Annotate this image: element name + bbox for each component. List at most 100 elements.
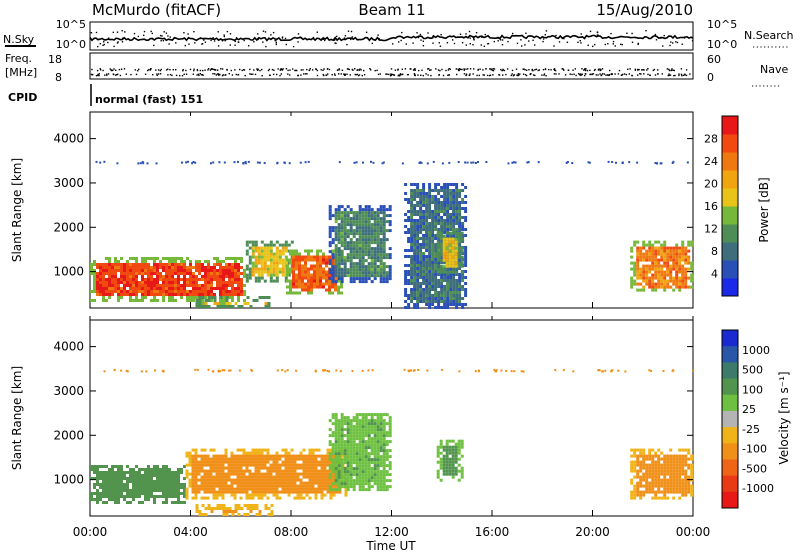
heatmap-cell [197, 463, 201, 467]
heatmap-cell [302, 469, 306, 473]
freq-point [257, 68, 259, 71]
heatmap-cell [437, 216, 441, 219]
nave-point [517, 73, 519, 75]
y-tick-label: 1000 [53, 265, 84, 279]
heatmap-cell [326, 475, 330, 479]
heatmap-cell [404, 282, 408, 285]
heatmap-cell [165, 477, 168, 480]
nsearch-point [401, 31, 403, 34]
heatmap-cell [114, 278, 117, 281]
heatmap-cell [251, 478, 255, 482]
heatmap-cell [422, 228, 426, 231]
heatmap-cell [195, 293, 198, 296]
heatmap-cell [457, 231, 461, 235]
nave-point [334, 74, 336, 76]
heatmap-cell [340, 440, 344, 444]
heatmap-cell [376, 488, 380, 492]
heatmap-cell [296, 466, 300, 470]
heatmap-cell [660, 246, 664, 250]
heatmap-cell [218, 454, 222, 458]
heatmap-cell [260, 481, 264, 485]
freq-point [459, 68, 462, 71]
heatmap-cell [111, 489, 114, 492]
heatmap-cell [168, 284, 171, 287]
heatmap-cell [358, 208, 362, 212]
heatmap-cell [376, 274, 380, 278]
heatmap-cell [278, 252, 282, 256]
heatmap-cell [413, 303, 417, 306]
heatmap-cell [458, 282, 462, 285]
heatmap-cell [174, 501, 177, 504]
freq-point [172, 69, 174, 71]
nsearch-point [297, 33, 300, 35]
heatmap-cell [413, 192, 417, 195]
heatmap-cell [191, 496, 195, 500]
freq-point [502, 68, 504, 71]
heatmap-cell [370, 425, 374, 429]
heatmap-cell [281, 472, 285, 476]
heatmap-cell [458, 240, 462, 243]
nave-point [413, 74, 416, 76]
heatmap-cell [358, 464, 362, 468]
heatmap-cell [201, 266, 204, 269]
nsearch-point [520, 39, 522, 41]
heatmap-cell [373, 419, 377, 423]
heatmap-cell [257, 273, 261, 277]
heatmap-cell [681, 255, 685, 259]
nave-point [639, 73, 641, 75]
heatmap-cell [681, 267, 685, 271]
heatmap-cell [266, 454, 270, 458]
heatmap-cell [370, 440, 374, 444]
scatter-echo [472, 161, 475, 164]
heatmap-cell [299, 457, 303, 461]
heatmap-cell [373, 214, 377, 218]
heatmap-cell [264, 504, 268, 507]
heatmap-cell [150, 293, 153, 296]
heatmap-cell [195, 281, 198, 284]
heatmap-cell [231, 284, 234, 287]
heatmap-cell [174, 293, 177, 296]
heatmap-cell [419, 231, 423, 234]
heatmap-cell [240, 281, 243, 284]
heatmap-cell [445, 243, 449, 247]
heatmap-cell [337, 443, 341, 447]
heatmap-cell [111, 468, 114, 471]
heatmap-cell [114, 269, 117, 272]
heatmap-cell [346, 431, 350, 435]
heatmap-cell [156, 471, 159, 474]
heatmap-cell [349, 208, 353, 212]
heatmap-cell [224, 460, 228, 464]
heatmap-cell [687, 267, 691, 271]
heatmap-cell [123, 287, 126, 290]
heatmap-cell [129, 278, 132, 281]
freq-point [214, 69, 217, 71]
heatmap-cell [114, 492, 117, 495]
heatmap-cell [260, 258, 264, 262]
heatmap-cell [446, 297, 450, 300]
heatmap-cell [237, 290, 240, 293]
heatmap-cell [263, 255, 267, 259]
heatmap-cell [346, 461, 350, 465]
heatmap-cell [370, 431, 374, 435]
heatmap-cell [313, 255, 316, 259]
nsearch-point [137, 35, 140, 38]
nsearch-point [392, 43, 394, 45]
heatmap-cell [320, 469, 324, 473]
heatmap-cell [334, 232, 338, 236]
heatmap-cell [364, 223, 368, 227]
nsearch-point [478, 36, 480, 38]
heatmap-cell [410, 270, 414, 273]
heatmap-cell [358, 265, 362, 269]
heatmap-cell [669, 285, 673, 289]
heatmap-cell [431, 198, 435, 201]
heatmap-cell [434, 237, 438, 240]
nave-point [280, 73, 282, 75]
nave-point [340, 73, 342, 75]
nsearch-point [312, 36, 315, 39]
heatmap-cell [413, 294, 417, 297]
heatmap-cell [326, 490, 330, 494]
heatmap-cell [213, 296, 217, 299]
nave-point [468, 74, 471, 77]
heatmap-cell [90, 290, 93, 293]
heatmap-cell [206, 454, 210, 458]
